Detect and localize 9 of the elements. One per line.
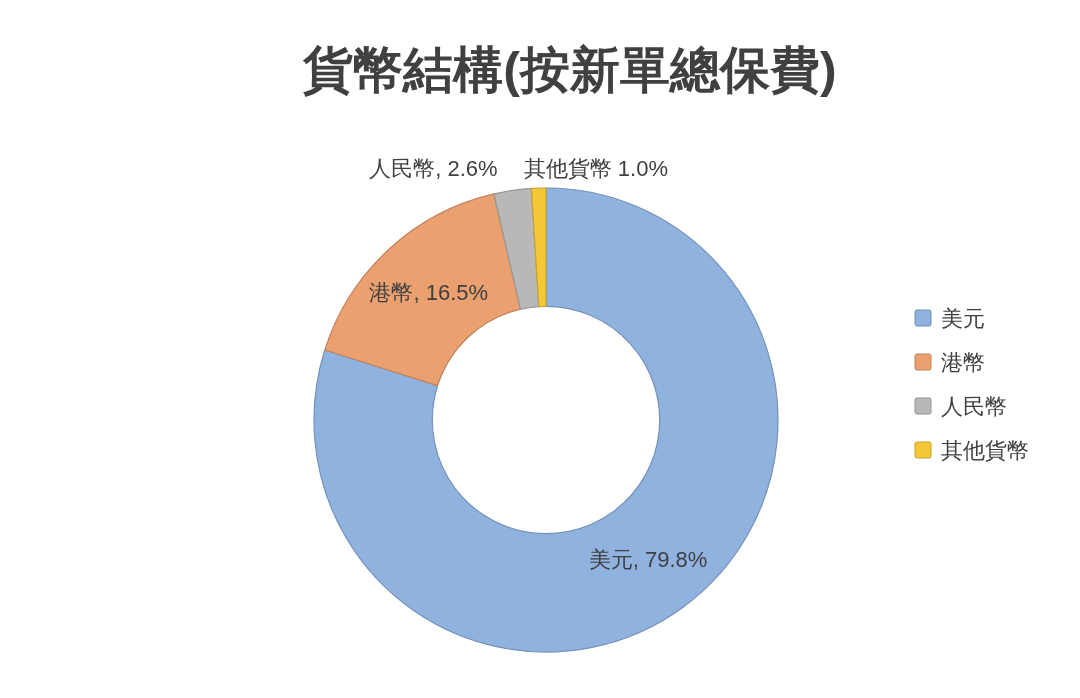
- data-label: 美元, 79.8%: [588, 546, 708, 572]
- legend-label: 其他貨幣: [941, 437, 1029, 463]
- legend-label: 港幣: [941, 349, 985, 375]
- chart-title: 貨幣結構(按新單總保費): [302, 42, 837, 98]
- legend-label: 人民幣: [941, 393, 1007, 419]
- legend-label: 美元: [941, 305, 985, 331]
- data-label: 其他貨幣 1.0%: [523, 155, 668, 181]
- data-label: 人民幣, 2.6%: [369, 155, 498, 181]
- data-label: 港幣, 16.5%: [369, 280, 489, 306]
